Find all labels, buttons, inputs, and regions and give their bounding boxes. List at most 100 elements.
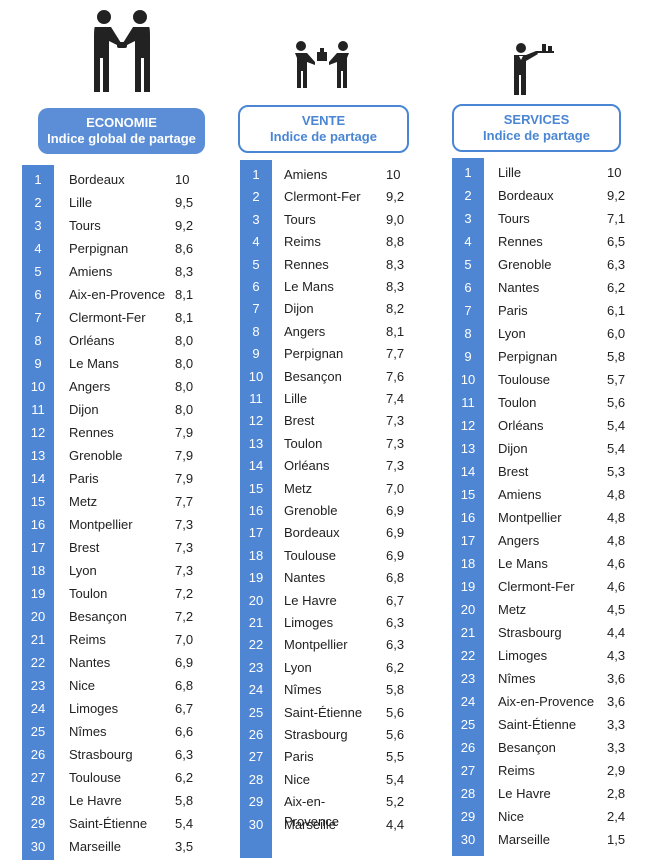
city-name: Toulouse [69, 770, 122, 785]
score-value: 7,3 [386, 458, 405, 474]
table-row: 18 Toulouse 6,9 [0, 546, 648, 566]
rank-number: 24 [460, 694, 476, 709]
table-row: 2 Lille 9,5 [0, 193, 648, 213]
rank-number: 5 [464, 257, 472, 272]
city-name: Le Havre [69, 793, 122, 808]
table-row: 13 Grenoble 7,9 [0, 446, 648, 466]
table-row: 14 Brest 5,3 [0, 462, 648, 482]
city-name: Grenoble [284, 503, 338, 518]
score-value: 7,6 [386, 368, 405, 384]
table-row: 7 Paris 6,1 [0, 301, 648, 321]
table-row: 27 Paris 5,5 [0, 747, 648, 767]
city-name: Nice [69, 678, 96, 693]
rank-number: 12 [460, 418, 476, 433]
rank-number: 13 [460, 441, 476, 456]
table-row: 28 Le Havre 5,8 [0, 791, 648, 811]
city-name: Angers [498, 533, 540, 548]
table-row: 19 Toulon 7,2 [0, 584, 648, 604]
table-row: 11 Dijon 8,0 [0, 400, 648, 420]
header-title: VENTE [301, 113, 346, 128]
score-value: 8,3 [386, 256, 405, 272]
table-row: 4 Rennes 6,5 [0, 232, 648, 252]
city-name: Le Havre [284, 592, 337, 608]
city-name: Tours [284, 211, 316, 227]
score-value: 5,4 [607, 441, 626, 456]
city-name: Bordeaux [498, 188, 554, 203]
rank-number: 19 [248, 570, 264, 586]
table-row: 15 Metz 7,7 [0, 492, 648, 512]
table-row: 9 Perpignan 5,8 [0, 347, 648, 367]
score-value: 10 [607, 165, 622, 180]
city-name: Metz [498, 602, 527, 617]
rank-number: 30 [248, 816, 264, 832]
score-value: 7,3 [386, 435, 405, 451]
exchange-icon [295, 41, 349, 88]
score-value: 6,3 [607, 257, 626, 272]
rank-number: 1 [464, 165, 472, 180]
rank-number: 24 [30, 701, 46, 716]
score-value: 7,7 [386, 346, 405, 362]
rank-number: 26 [30, 747, 46, 762]
table-row: 2 Clermont-Fer 9,2 [0, 187, 648, 207]
header-subtitle: Indice de partage [483, 128, 590, 143]
table-row: 8 Lyon 6,0 [0, 324, 648, 344]
city-name: Saint-Étienne [498, 717, 577, 732]
score-value: 6,0 [607, 326, 626, 341]
table-row: 20 Besançon 7,2 [0, 607, 648, 627]
score-value: 8,2 [386, 301, 405, 317]
score-value: 7,9 [175, 425, 194, 440]
score-value: 5,8 [175, 793, 194, 808]
table-row: 23 Nice 6,8 [0, 676, 648, 696]
table-row: 7 Clermont-Fer 8,1 [0, 308, 648, 328]
rank-number: 29 [248, 794, 264, 810]
rank-number: 11 [461, 395, 475, 410]
table-row: 22 Montpellier 6,3 [0, 635, 648, 655]
table-row: 26 Strasbourg 6,3 [0, 745, 648, 765]
rank-number: 23 [30, 678, 46, 693]
rank-number: 10 [460, 372, 476, 387]
rank-number: 2 [34, 195, 42, 210]
score-value: 3,6 [607, 671, 626, 686]
table-row: 29 Aix-en- Provence 5,2 [0, 792, 648, 829]
rank-number: 4 [464, 234, 472, 249]
score-value: 5,4 [386, 771, 405, 787]
city-name: Perpignan [498, 349, 558, 364]
score-value: 7,3 [175, 540, 194, 555]
table-row: 26 Strasbourg 5,6 [0, 725, 648, 745]
table-row: 14 Orléans 7,3 [0, 456, 648, 476]
rank-number: 16 [248, 503, 264, 518]
score-value: 5,6 [386, 704, 405, 720]
city-name: Limoges [69, 701, 119, 716]
rank-number: 6 [464, 280, 472, 295]
table-row: 16 Montpellier 4,8 [0, 508, 648, 528]
table-row: 15 Amiens 4,8 [0, 485, 648, 505]
city-name: Metz [69, 494, 98, 509]
rank-number: 5 [252, 256, 260, 272]
score-value: 7,3 [175, 517, 194, 532]
rank-number: 4 [252, 234, 260, 250]
score-value: 2,4 [607, 809, 626, 824]
score-value: 6,3 [386, 615, 405, 630]
rank-number: 17 [248, 525, 264, 541]
rank-number: 30 [460, 832, 476, 847]
score-value: 8,8 [386, 234, 405, 250]
rank-number: 21 [248, 615, 264, 630]
score-value: 4,4 [607, 625, 626, 640]
city-name: Rennes [284, 256, 329, 272]
rank-number: 2 [252, 189, 260, 205]
score-value: 6,1 [607, 303, 626, 318]
city-name: Nice [498, 809, 525, 824]
city-name: Lyon [69, 563, 97, 578]
table-row: 10 Besançon 7,6 [0, 367, 648, 387]
city-name: Lyon [498, 326, 526, 341]
score-value: 8,1 [175, 287, 194, 302]
city-name: Amiens [69, 264, 113, 279]
city-name: Orléans [284, 458, 330, 474]
rank-number: 9 [464, 349, 472, 364]
table-row: 13 Dijon 5,4 [0, 439, 648, 459]
rank-number: 25 [30, 724, 46, 739]
city-name: Toulon [498, 395, 537, 410]
rank-number: 16 [30, 517, 46, 532]
city-name: Aix-en-Provence [69, 287, 166, 302]
rank-number: 28 [30, 793, 46, 808]
